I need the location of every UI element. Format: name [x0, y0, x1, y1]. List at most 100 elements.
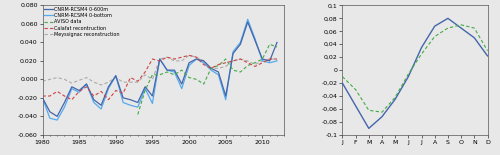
- AVISO data: [208, 67, 214, 69]
- Meyssignac reconstruction: [62, 78, 68, 80]
- Calafat recontruction: [142, 71, 148, 73]
- CNRM-RCSM4 0-600m: [194, 58, 200, 60]
- CNRM-RCSM4 0-600m: [135, 102, 141, 103]
- CNRM-RCSM4 0-600m: [91, 99, 97, 101]
- Calafat recontruction: [178, 56, 184, 58]
- AVISO data: [252, 62, 258, 64]
- CNRM-RCSM4 0-600m: [84, 83, 89, 85]
- Meyssignac reconstruction: [47, 78, 53, 80]
- Meyssignac reconstruction: [200, 60, 206, 62]
- Calafat recontruction: [164, 56, 170, 58]
- CNRM-RCSM4 0-bottom: [150, 102, 156, 104]
- Line: Calafat recontruction: Calafat recontruction: [42, 55, 277, 100]
- CNRM-RCSM4 0-600m: [266, 60, 272, 62]
- Calafat recontruction: [69, 99, 75, 101]
- Meyssignac reconstruction: [222, 66, 228, 67]
- CNRM-RCSM4 0-bottom: [135, 106, 141, 108]
- CNRM-RCSM4 0-600m: [208, 67, 214, 69]
- Meyssignac reconstruction: [120, 81, 126, 83]
- CNRM-RCSM4 0-600m: [230, 53, 236, 54]
- AVISO data: [222, 58, 228, 60]
- CNRM-RCSM4 0-600m: [252, 40, 258, 42]
- Legend: CNRM-RCSM4 0-600m, CNRM-RCSM4 0-bottom, AVISO data, Calafat recontruction, Meyss: CNRM-RCSM4 0-600m, CNRM-RCSM4 0-bottom, …: [44, 6, 120, 37]
- Meyssignac reconstruction: [230, 60, 236, 62]
- Meyssignac reconstruction: [113, 77, 119, 78]
- CNRM-RCSM4 0-bottom: [266, 62, 272, 64]
- Calafat recontruction: [157, 60, 163, 62]
- Calafat recontruction: [40, 95, 46, 97]
- Calafat recontruction: [113, 90, 119, 91]
- Calafat recontruction: [62, 95, 68, 97]
- CNRM-RCSM4 0-bottom: [216, 74, 222, 76]
- Calafat recontruction: [266, 58, 272, 60]
- CNRM-RCSM4 0-600m: [157, 58, 163, 60]
- CNRM-RCSM4 0-600m: [142, 86, 148, 88]
- CNRM-RCSM4 0-bottom: [142, 88, 148, 90]
- Meyssignac reconstruction: [157, 58, 163, 60]
- AVISO data: [142, 90, 148, 91]
- CNRM-RCSM4 0-bottom: [40, 97, 46, 99]
- CNRM-RCSM4 0-bottom: [98, 108, 104, 110]
- Calafat recontruction: [54, 91, 60, 92]
- Calafat recontruction: [238, 58, 244, 60]
- Line: CNRM-RCSM4 0-600m: CNRM-RCSM4 0-600m: [42, 22, 277, 116]
- CNRM-RCSM4 0-bottom: [222, 99, 228, 101]
- Calafat recontruction: [230, 60, 236, 62]
- Calafat recontruction: [260, 62, 266, 64]
- CNRM-RCSM4 0-600m: [54, 115, 60, 117]
- CNRM-RCSM4 0-600m: [69, 86, 75, 88]
- AVISO data: [135, 114, 141, 115]
- CNRM-RCSM4 0-600m: [98, 104, 104, 106]
- CNRM-RCSM4 0-bottom: [69, 88, 75, 90]
- CNRM-RCSM4 0-bottom: [113, 75, 119, 77]
- CNRM-RCSM4 0-bottom: [128, 104, 134, 106]
- Meyssignac reconstruction: [186, 54, 192, 56]
- AVISO data: [200, 83, 206, 85]
- Meyssignac reconstruction: [150, 78, 156, 80]
- Line: CNRM-RCSM4 0-bottom: CNRM-RCSM4 0-bottom: [42, 19, 277, 120]
- Meyssignac reconstruction: [142, 74, 148, 76]
- Meyssignac reconstruction: [252, 64, 258, 66]
- Meyssignac reconstruction: [76, 79, 82, 81]
- AVISO data: [164, 71, 170, 73]
- Line: Meyssignac reconstruction: Meyssignac reconstruction: [42, 55, 277, 85]
- Calafat recontruction: [200, 64, 206, 66]
- CNRM-RCSM4 0-bottom: [252, 38, 258, 40]
- CNRM-RCSM4 0-bottom: [54, 119, 60, 121]
- CNRM-RCSM4 0-600m: [47, 111, 53, 113]
- Calafat recontruction: [216, 64, 222, 66]
- Line: AVISO data: AVISO data: [138, 44, 277, 115]
- AVISO data: [216, 65, 222, 66]
- Calafat recontruction: [186, 54, 192, 56]
- CNRM-RCSM4 0-bottom: [200, 62, 206, 64]
- CNRM-RCSM4 0-600m: [164, 69, 170, 71]
- Meyssignac reconstruction: [128, 81, 134, 83]
- CNRM-RCSM4 0-600m: [260, 58, 266, 60]
- CNRM-RCSM4 0-600m: [113, 75, 119, 77]
- AVISO data: [186, 77, 192, 78]
- Calafat recontruction: [135, 80, 141, 82]
- Meyssignac reconstruction: [208, 67, 214, 69]
- CNRM-RCSM4 0-bottom: [120, 102, 126, 103]
- Calafat recontruction: [76, 91, 82, 92]
- Meyssignac reconstruction: [40, 80, 46, 82]
- AVISO data: [194, 78, 200, 80]
- CNRM-RCSM4 0-bottom: [164, 69, 170, 71]
- CNRM-RCSM4 0-bottom: [194, 58, 200, 60]
- AVISO data: [172, 74, 177, 76]
- Meyssignac reconstruction: [164, 56, 170, 58]
- CNRM-RCSM4 0-bottom: [157, 58, 163, 60]
- Meyssignac reconstruction: [260, 60, 266, 62]
- CNRM-RCSM4 0-bottom: [260, 60, 266, 62]
- CNRM-RCSM4 0-600m: [172, 69, 177, 71]
- Meyssignac reconstruction: [266, 58, 272, 60]
- CNRM-RCSM4 0-600m: [106, 86, 112, 88]
- Meyssignac reconstruction: [172, 60, 177, 62]
- Meyssignac reconstruction: [244, 60, 250, 62]
- CNRM-RCSM4 0-bottom: [76, 91, 82, 93]
- AVISO data: [150, 74, 156, 76]
- CNRM-RCSM4 0-bottom: [274, 60, 280, 62]
- CNRM-RCSM4 0-600m: [128, 99, 134, 101]
- CNRM-RCSM4 0-bottom: [230, 51, 236, 53]
- Calafat recontruction: [91, 95, 97, 97]
